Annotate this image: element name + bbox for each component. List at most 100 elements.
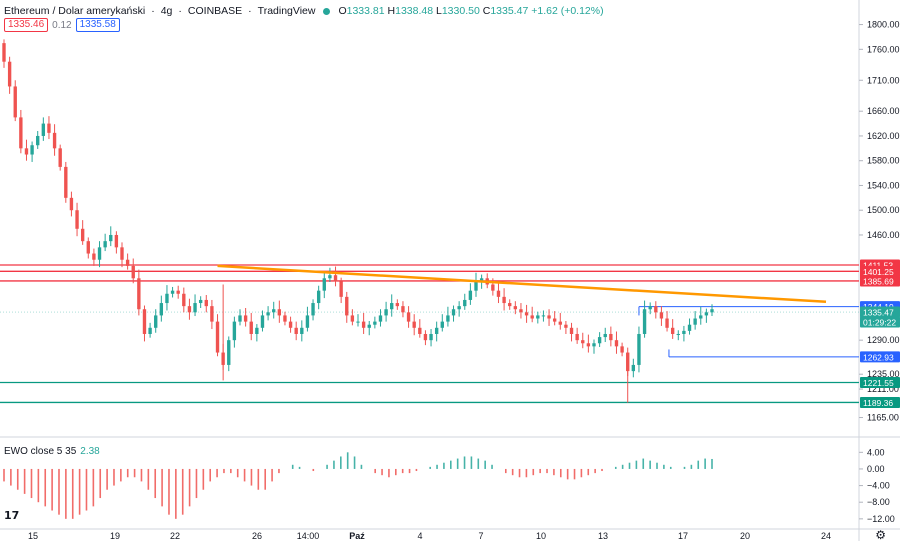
candle-body	[339, 281, 343, 297]
candle-body	[52, 132, 57, 149]
candle-body	[637, 333, 641, 365]
price-tick-label: 1235.00	[867, 369, 900, 379]
candle-body	[659, 312, 664, 319]
price-tick-label: 1580.00	[867, 156, 900, 166]
candle-body	[198, 299, 203, 304]
buy-button[interactable]: 1335.58	[75, 18, 120, 32]
price-tick-label: 1165.00	[867, 413, 899, 423]
candle-body	[558, 321, 562, 325]
candle-body	[249, 321, 253, 334]
candle-body	[614, 340, 619, 347]
candle-body	[333, 275, 338, 282]
candle-body	[699, 315, 703, 319]
price-axis-label	[860, 265, 900, 277]
candle-body	[30, 145, 34, 155]
candle-body	[19, 117, 23, 149]
candle-body	[508, 303, 512, 307]
candle-body	[243, 315, 248, 322]
candle-body	[7, 61, 12, 87]
candle-body	[204, 299, 208, 307]
candle-body	[367, 324, 371, 328]
time-tick-label: 14:00	[297, 531, 320, 541]
tradingview-logo-icon[interactable]: 17	[4, 509, 20, 522]
ohlc-values: O1333.81 H1338.48 L1330.50 C1335.47 +1.6…	[338, 5, 604, 17]
candle-body	[215, 321, 220, 353]
price-axis-label-text: 1221.55	[863, 378, 894, 388]
sell-button[interactable]: 1335.46	[4, 18, 49, 32]
candle-body	[47, 123, 51, 133]
candle-body	[283, 315, 287, 322]
candle-body	[384, 309, 388, 316]
candle-body	[350, 315, 355, 322]
candle-body	[569, 327, 574, 334]
price-axis-label-text: 1385.69	[863, 276, 894, 286]
candle-body	[401, 306, 405, 313]
candle-body	[440, 321, 444, 328]
price-tick-label: 1760.00	[867, 44, 900, 54]
price-tick-label: 1660.00	[867, 106, 900, 116]
indicator-tick-label: −12.00	[867, 514, 895, 524]
gear-icon[interactable]: ⚙	[875, 528, 886, 541]
candle-body	[446, 315, 450, 322]
time-tick-label: 20	[740, 531, 750, 541]
candle-body	[524, 312, 529, 316]
price-axis-label	[860, 306, 900, 318]
candle-body	[227, 340, 231, 365]
candle-body	[378, 315, 383, 322]
candle-body	[541, 315, 546, 317]
candle-body	[305, 315, 310, 328]
candle-body	[597, 337, 602, 344]
candle-body	[193, 303, 197, 313]
candle-body	[13, 86, 17, 118]
candle-body	[64, 166, 68, 198]
candle-body	[682, 330, 686, 334]
price-axis-label	[860, 351, 900, 363]
indicator-header[interactable]: EWO close 5 35 2.38	[4, 446, 100, 457]
time-tick-label: 19	[110, 531, 120, 541]
candle-body	[463, 299, 467, 307]
candle-body	[642, 309, 647, 334]
candle-body	[395, 303, 400, 307]
candle-body	[232, 321, 237, 341]
price-tick-label: 1540.00	[867, 180, 900, 190]
price-tick-label: 1211.00	[867, 384, 899, 394]
interval-label[interactable]: 4g	[160, 5, 173, 17]
candle-body	[609, 333, 613, 341]
candle-body	[2, 43, 6, 62]
time-tick-label: 17	[678, 531, 688, 541]
price-axis-label	[860, 316, 900, 328]
time-tick-label: 4	[417, 531, 422, 541]
candle-body	[24, 148, 29, 155]
candle-body	[316, 290, 321, 304]
candle-body	[210, 306, 214, 322]
symbol-name[interactable]: Ethereum / Dolar amerykański	[4, 5, 146, 17]
candle-body	[547, 315, 551, 319]
time-tick-label: 7	[478, 531, 483, 541]
candle-body	[272, 309, 276, 313]
candle-body	[109, 234, 113, 242]
candle-body	[187, 306, 192, 313]
indicator-tick-label: −4.00	[867, 481, 890, 491]
candle-body	[670, 327, 675, 334]
time-tick-label: 24	[821, 531, 831, 541]
price-tick-label: 1620.00	[867, 131, 900, 141]
candle-body	[300, 327, 304, 334]
candle-body	[80, 228, 85, 242]
candle-body	[255, 327, 259, 334]
time-tick-label: 22	[170, 531, 180, 541]
time-tick-label: 26	[252, 531, 262, 541]
high-value: 1338.48	[395, 5, 434, 17]
indicator-name: EWO close 5 35	[4, 446, 77, 457]
indicator-tick-label: 0.00	[867, 464, 885, 474]
candle-body	[170, 290, 175, 294]
price-axis-label-text: 1189.36	[863, 398, 893, 408]
price-axis-label-text: 1335.47	[863, 308, 894, 318]
candle-body	[390, 303, 394, 310]
candle-body	[41, 123, 46, 136]
price-tick-label: 1500.00	[867, 205, 900, 215]
candle-body	[260, 315, 265, 328]
price-tick-label: 1800.00	[867, 20, 900, 30]
candle-body	[373, 321, 377, 325]
